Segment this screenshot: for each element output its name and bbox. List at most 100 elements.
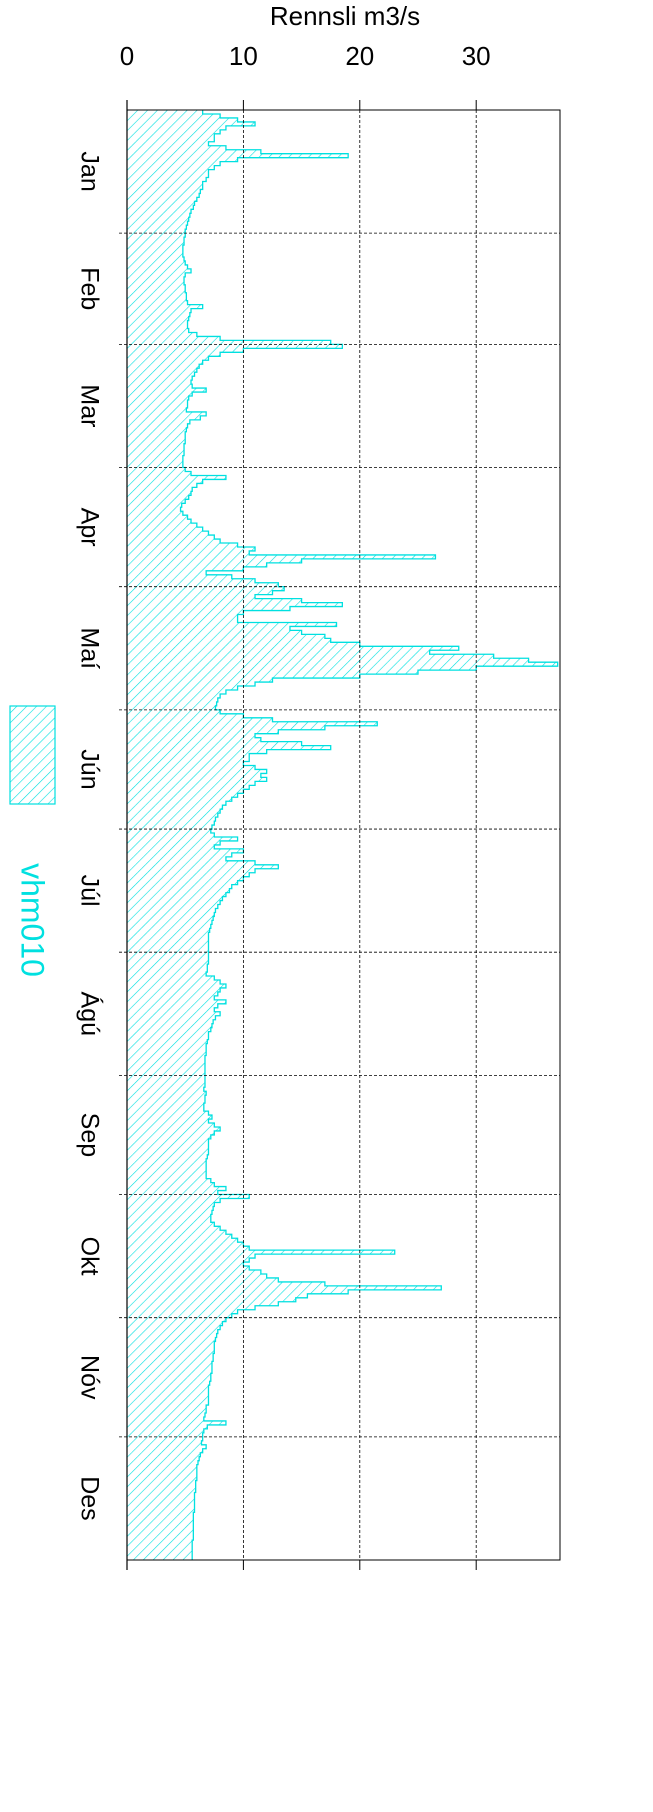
bar <box>127 904 218 909</box>
bar <box>127 1214 211 1219</box>
bar <box>127 1266 250 1270</box>
bar <box>127 1015 216 1020</box>
bar <box>127 757 250 762</box>
bar <box>127 908 216 913</box>
bar <box>127 1464 197 1469</box>
bar <box>127 1047 207 1052</box>
bar <box>127 1234 232 1239</box>
bar <box>127 1428 204 1433</box>
bar <box>127 1492 195 1497</box>
bar <box>127 411 207 416</box>
bar <box>127 912 215 917</box>
bar <box>127 729 279 734</box>
bar <box>127 761 244 766</box>
bar <box>127 1329 218 1334</box>
y-tick-label: Maí <box>75 627 103 669</box>
y-tick-label: Sep <box>75 1113 103 1157</box>
bar <box>127 614 238 619</box>
bar <box>127 1031 209 1036</box>
bar <box>127 400 188 404</box>
bar <box>127 133 215 138</box>
bar <box>127 1297 296 1302</box>
bar <box>127 1262 244 1267</box>
bar <box>127 1146 209 1151</box>
bar <box>127 419 190 424</box>
bar <box>127 630 302 635</box>
bar <box>127 1365 212 1370</box>
bar <box>127 558 302 563</box>
bar <box>127 944 209 949</box>
bar <box>127 443 185 448</box>
bar <box>127 205 194 210</box>
bar <box>127 499 186 504</box>
bar <box>127 1548 193 1553</box>
bar <box>127 805 223 810</box>
bar <box>127 610 244 615</box>
bar <box>127 364 200 369</box>
bar <box>127 149 261 154</box>
bar <box>127 709 221 714</box>
bar <box>127 940 209 945</box>
bar <box>127 340 331 345</box>
bar <box>127 507 181 512</box>
bar <box>127 1536 194 1541</box>
bar <box>127 1301 279 1306</box>
bar <box>127 368 197 373</box>
bar <box>127 1134 211 1139</box>
bar <box>127 546 256 551</box>
bar <box>127 626 290 631</box>
bar <box>127 1182 215 1187</box>
bar <box>127 693 221 698</box>
legend-label: vhm010 <box>15 863 51 977</box>
bar <box>127 471 192 476</box>
bar <box>127 328 189 333</box>
bar <box>127 924 211 929</box>
bar <box>127 415 201 420</box>
bar <box>127 1420 226 1425</box>
bar <box>127 1075 205 1080</box>
bar <box>127 1512 194 1517</box>
bar <box>127 825 212 830</box>
bar <box>127 292 187 297</box>
bar <box>127 495 189 500</box>
bar <box>127 590 273 595</box>
bar <box>127 217 189 222</box>
bar <box>127 157 238 162</box>
bar <box>127 690 226 694</box>
bar <box>127 435 186 440</box>
bar <box>127 1190 218 1195</box>
bar <box>127 1409 207 1414</box>
bar <box>127 1154 208 1159</box>
x-tick-label: 10 <box>229 41 258 71</box>
bar <box>127 836 238 841</box>
bar <box>127 753 250 758</box>
bar <box>127 1357 214 1362</box>
bar <box>127 594 256 599</box>
bar <box>127 145 226 150</box>
bar <box>127 1369 212 1374</box>
bar-outline <box>179 110 559 1560</box>
y-tick-label: Des <box>75 1476 103 1520</box>
bar <box>127 654 494 659</box>
bar <box>127 769 267 774</box>
bar <box>127 1460 199 1465</box>
bar <box>127 1198 221 1203</box>
bar <box>127 268 192 273</box>
y-tick-label: Jún <box>75 749 103 789</box>
bar <box>127 1500 195 1505</box>
bar <box>127 725 325 730</box>
bar <box>127 1397 209 1402</box>
bar <box>127 388 207 393</box>
bar <box>127 956 209 961</box>
bar <box>127 1373 211 1378</box>
bar <box>127 991 218 996</box>
bar <box>127 785 250 790</box>
bar <box>127 721 378 726</box>
bar <box>127 884 232 889</box>
bar <box>127 1270 261 1274</box>
bar <box>127 658 529 663</box>
bar <box>127 1472 197 1477</box>
bar <box>127 1321 223 1326</box>
bar <box>127 666 477 671</box>
bar <box>127 324 188 329</box>
